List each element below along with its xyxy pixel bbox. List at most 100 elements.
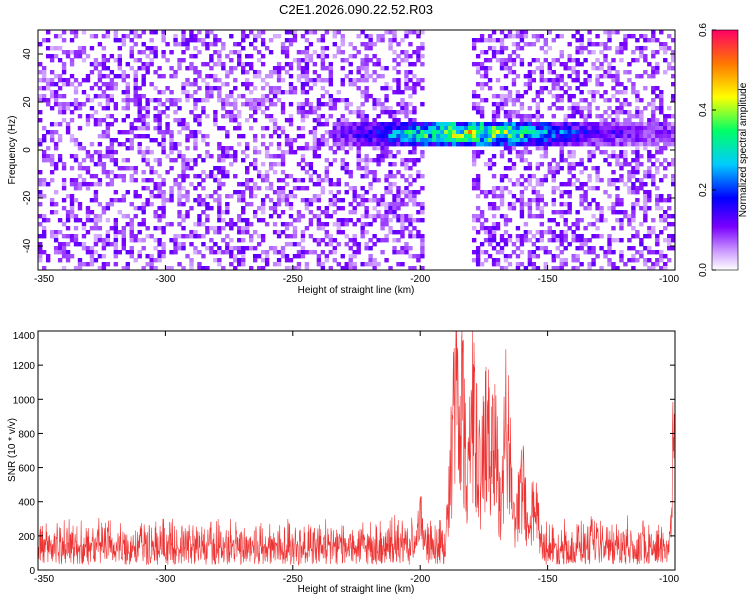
heatmap-cell: [595, 130, 600, 135]
heatmap-cell: [655, 38, 660, 43]
heatmap-cell: [137, 118, 142, 123]
heatmap-cell: [659, 130, 664, 135]
heatmap-cell: [109, 70, 115, 75]
heatmap-cell: [535, 126, 541, 131]
heatmap-cell: [595, 254, 600, 259]
heatmap-cell: [205, 202, 210, 207]
heatmap-cell: [408, 78, 413, 83]
heatmap-cell: [559, 266, 564, 270]
heatmap-cell: [312, 214, 318, 219]
heatmap-cell: [77, 146, 83, 151]
heatmap-cell: [563, 158, 568, 163]
heatmap-cell: [304, 90, 310, 95]
heatmap-cell: [109, 170, 115, 175]
heatmap-cell: [217, 158, 222, 163]
heatmap-cell: [499, 194, 505, 199]
heatmap-cell: [268, 70, 274, 75]
heatmap-cell: [169, 198, 174, 203]
heatmap-cell: [491, 50, 497, 55]
heatmap-cell: [161, 254, 166, 259]
heatmap-cell: [499, 130, 505, 135]
heatmap-cell: [320, 86, 326, 91]
heatmap-cell: [237, 62, 242, 67]
heatmap-cell: [256, 98, 262, 103]
heatmap-cell: [109, 54, 115, 59]
heatmap-cell: [487, 202, 493, 207]
heatmap-cell: [292, 266, 298, 270]
heatmap-cell: [356, 250, 361, 255]
heatmap-cell: [221, 158, 226, 163]
heatmap-cell: [133, 70, 138, 75]
heatmap-cell: [113, 218, 119, 223]
heatmap-cell: [511, 138, 517, 143]
heatmap-cell: [241, 206, 246, 211]
heatmap-cell: [249, 42, 254, 47]
heatmap-cell: [487, 130, 493, 135]
heatmap-cell: [69, 62, 75, 67]
heatmap-cell: [611, 210, 616, 215]
heatmap-cell: [499, 186, 505, 191]
heatmap-cell: [145, 98, 150, 103]
heatmap-cell: [499, 154, 505, 159]
heatmap-cell: [551, 170, 556, 175]
heatmap-cell: [376, 126, 381, 131]
heatmap-cell: [416, 218, 421, 223]
heatmap-cell: [515, 42, 521, 47]
heatmap-cell: [555, 266, 560, 270]
heatmap-cell: [129, 234, 134, 239]
heatmap-cell: [611, 74, 616, 79]
heatmap-cell: [153, 182, 158, 187]
heatmap-cell: [296, 162, 302, 167]
heatmap-cell: [643, 58, 648, 63]
heatmap-cell: [101, 246, 107, 251]
heatmap-cell: [475, 154, 481, 159]
heatmap-cell: [105, 202, 111, 207]
heatmap-cell: [515, 54, 521, 59]
heatmap-cell: [69, 182, 75, 187]
heatmap-cell: [352, 250, 357, 255]
heatmap-cell: [133, 118, 138, 123]
heatmap-cell: [332, 134, 337, 139]
heatmap-cell: [105, 30, 111, 35]
heatmap-cell: [49, 202, 55, 207]
heatmap-cell: [296, 106, 302, 111]
heatmap-cell: [651, 98, 656, 103]
heatmap-cell: [145, 114, 150, 119]
heatmap-cell: [420, 86, 425, 91]
heatmap-cell: [121, 34, 126, 39]
heatmap-cell: [456, 134, 461, 139]
heatmap-cell: [264, 262, 270, 267]
heatmap-cell: [125, 214, 130, 219]
heatmap-cell: [551, 78, 556, 83]
heatmap-cell: [647, 170, 652, 175]
heatmap-cell: [499, 174, 505, 179]
heatmap-cell: [527, 74, 533, 79]
heatmap-cell: [153, 54, 158, 59]
heatmap-cell: [356, 154, 361, 159]
heatmap-cell: [296, 266, 302, 270]
heatmap-cell: [667, 198, 672, 203]
heatmap-cell: [531, 126, 537, 131]
heatmap-cell: [189, 182, 194, 187]
heatmap-cell: [153, 30, 158, 35]
heatmap-cell: [376, 142, 381, 147]
heatmap-cell: [631, 218, 636, 223]
heatmap-cell: [583, 134, 588, 139]
heatmap-cell: [49, 54, 55, 59]
heatmap-cell: [268, 98, 274, 103]
heatmap-cell: [245, 86, 250, 91]
heatmap-cell: [348, 174, 353, 179]
heatmap-cell: [149, 138, 154, 143]
heatmap-cell: [256, 170, 262, 175]
heatmap-cell: [603, 118, 608, 123]
heatmap-cell: [420, 134, 425, 139]
heatmap-cell: [252, 186, 258, 191]
heatmap-cell: [348, 42, 353, 47]
heatmap-cell: [531, 98, 537, 103]
heatmap-cell: [412, 106, 417, 111]
heatmap-cell: [185, 138, 190, 143]
heatmap-cell: [627, 130, 632, 135]
heatmap-cell: [344, 218, 349, 223]
heatmap-cell: [201, 242, 206, 247]
heatmap-cell: [364, 74, 369, 79]
